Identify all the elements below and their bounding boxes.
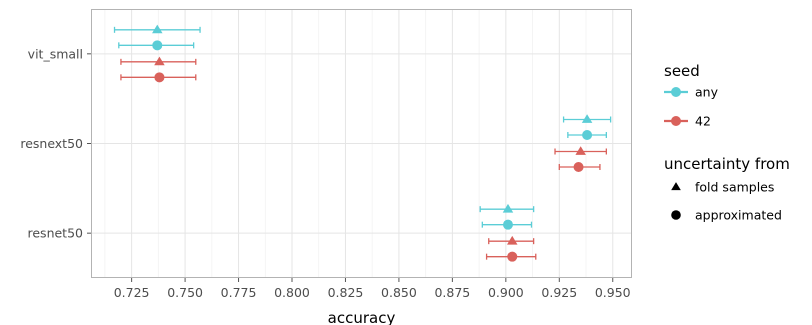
- x-tick-label: 0.750: [167, 285, 203, 300]
- circle-marker: [507, 251, 518, 262]
- x-tick-label: 0.875: [434, 285, 470, 300]
- triangle-marker: [154, 56, 165, 66]
- x-tick-label: 0.850: [381, 285, 417, 300]
- circle-marker: [502, 219, 513, 230]
- plot-panel-border: [91, 9, 632, 278]
- legend-circle-marker: [671, 210, 681, 220]
- triangle-marker: [575, 146, 586, 155]
- x-tick-label: 0.925: [541, 285, 577, 300]
- x-axis-title: accuracy: [328, 309, 396, 325]
- data-marks: [113, 24, 612, 262]
- circle-marker: [573, 162, 584, 172]
- legend-item-approximated: approximated: [671, 208, 782, 223]
- legend-title-seed: seed: [664, 62, 700, 80]
- data-point-vit_small-seed-42-fold-samples: [120, 56, 197, 66]
- data-point-resnext50-seed-any-approximated: [567, 130, 607, 140]
- data-point-resnet50-seed-any-fold-samples: [479, 203, 535, 213]
- triangle-marker: [507, 235, 518, 245]
- legend: seed any 42 uncertainty from fold samples app…: [664, 62, 790, 223]
- data-point-resnext50-seed-any-fold-samples: [562, 114, 612, 123]
- y-tick-label: resnext50: [20, 136, 83, 151]
- circle-marker: [582, 130, 593, 140]
- legend-label: fold samples: [695, 180, 774, 195]
- y-tick-label: vit_small: [28, 46, 83, 61]
- x-tick-label: 0.800: [274, 285, 310, 300]
- data-point-vit_small-seed-any-approximated: [118, 40, 195, 51]
- triangle-marker: [581, 114, 593, 123]
- x-tick-label: 0.950: [595, 285, 631, 300]
- data-point-resnext50-seed-42-approximated: [558, 162, 601, 172]
- data-point-resnext50-seed-42-fold-samples: [554, 146, 607, 155]
- legend-title-uncertainty: uncertainty from: [664, 155, 790, 173]
- triangle-marker: [502, 203, 514, 213]
- legend-key-marker: [671, 87, 681, 97]
- data-point-resnet50-seed-42-approximated: [485, 251, 537, 262]
- data-point-resnet50-seed-any-approximated: [481, 219, 533, 230]
- data-point-vit_small-seed-42-approximated: [120, 72, 197, 83]
- y-axis-ticks: vit_small resnext50 resnet50: [20, 46, 91, 241]
- x-axis-ticks: 0.725 0.750 0.775 0.800 0.825 0.850 0.875 0.900…: [114, 278, 631, 300]
- legend-label: 42: [695, 114, 711, 129]
- circle-marker: [154, 72, 165, 83]
- x-tick-label: 0.775: [221, 285, 257, 300]
- data-point-resnet50-seed-42-fold-samples: [488, 235, 535, 245]
- legend-triangle-marker: [671, 182, 681, 191]
- legend-key-marker: [671, 116, 681, 126]
- legend-item-fold-samples: fold samples: [671, 180, 774, 195]
- legend-item-seed-42: 42: [664, 114, 711, 129]
- y-tick-label: resnet50: [28, 226, 84, 241]
- x-tick-label: 0.900: [488, 285, 524, 300]
- legend-label: approximated: [695, 208, 782, 223]
- circle-marker: [152, 40, 163, 51]
- legend-label: any: [695, 85, 719, 100]
- data-point-vit_small-seed-any-fold-samples: [113, 24, 201, 34]
- legend-item-seed-any: any: [664, 85, 719, 100]
- triangle-marker: [152, 24, 163, 34]
- x-tick-label: 0.825: [328, 285, 364, 300]
- x-tick-label: 0.725: [114, 285, 150, 300]
- major-gridlines: [91, 9, 632, 278]
